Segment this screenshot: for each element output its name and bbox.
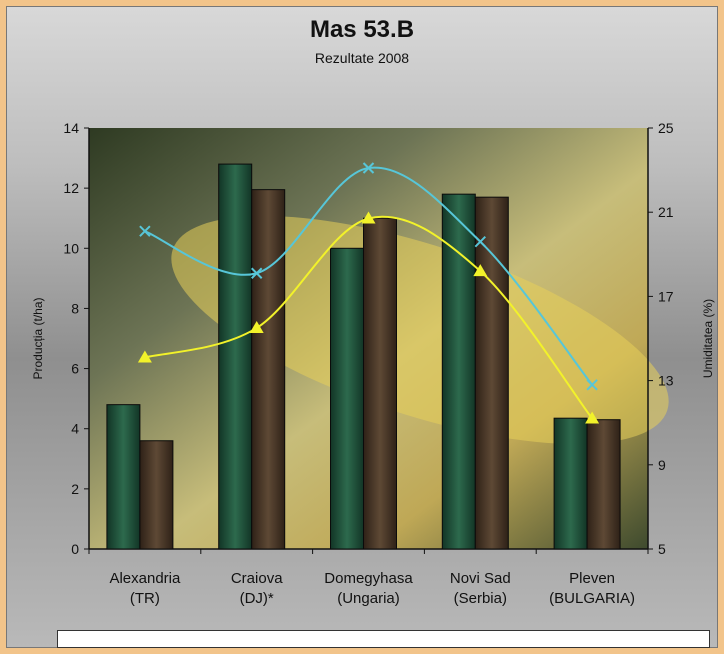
- bar-mas53b: [441, 193, 476, 550]
- bar-medie-martori: [251, 189, 286, 550]
- point-medie-parcel: [139, 225, 151, 237]
- marker-stroke: [586, 379, 598, 391]
- y-tick-label: 12: [63, 180, 79, 196]
- bar-mas53b: [218, 163, 253, 550]
- point-mas53b: [137, 350, 152, 363]
- point-medie-parcel: [362, 162, 375, 174]
- chart-subtitle: Rezultate 2008: [314, 50, 410, 66]
- y-tick-label: 0: [71, 541, 79, 557]
- y2-tick-label: 17: [658, 288, 674, 304]
- chart-title: Mas 53.B: [309, 16, 415, 43]
- point-medie-parcel: [250, 267, 263, 279]
- y-tick-label: 10: [63, 240, 79, 256]
- point-mas53b: [249, 320, 264, 333]
- y-tick-label: 6: [71, 361, 79, 377]
- bar-medie-martori: [139, 440, 174, 550]
- x-tick-label: Domegyhasa: [324, 570, 413, 587]
- x-tick-label: (Serbia): [454, 590, 507, 607]
- corn-cob-shape: [171, 216, 669, 444]
- y-axis-title: Producția (t/ha): [31, 297, 45, 379]
- x-tick-label: Craiova: [231, 570, 283, 587]
- y2-axis-title: Umiditatea (%): [701, 299, 715, 378]
- y2-tick-label: 21: [658, 204, 674, 220]
- marker-stroke: [250, 267, 263, 279]
- y2-tick-label: 13: [658, 373, 674, 389]
- bar-medie-martori: [586, 419, 621, 550]
- x-tick-label: (DJ)*: [240, 590, 274, 607]
- x-tick-label: Pleven: [569, 570, 615, 587]
- bar-mas53b: [330, 247, 364, 550]
- bar-mas53b: [106, 404, 141, 550]
- y2-tick-label: 5: [658, 541, 666, 557]
- point-mas53b: [585, 411, 600, 424]
- y-tick-label: 4: [71, 421, 79, 437]
- y-tick-label: 8: [71, 300, 79, 316]
- bar-medie-martori: [474, 196, 509, 550]
- point-mas53b: [473, 264, 488, 277]
- legend: [57, 630, 710, 648]
- marker-stroke: [139, 225, 151, 237]
- point-mas53b: [361, 211, 376, 224]
- marker-stroke: [474, 235, 487, 248]
- point-medie-parcel: [586, 379, 598, 391]
- y-tick-label: 2: [71, 481, 79, 497]
- y2-tick-label: 9: [658, 457, 666, 473]
- y2-tick-label: 25: [658, 120, 674, 136]
- x-tick-label: Novi Sad: [450, 570, 511, 587]
- bar-medie-martori: [363, 217, 397, 550]
- marker-stroke: [362, 162, 375, 174]
- x-tick-label: Alexandria: [109, 570, 181, 587]
- x-tick-label: (Ungaria): [337, 590, 400, 607]
- point-medie-parcel: [474, 235, 487, 248]
- y-tick-label: 14: [63, 120, 79, 136]
- x-tick-label: (TR): [130, 590, 160, 607]
- bar-mas53b: [553, 417, 588, 550]
- x-tick-label: (BULGARIA): [549, 590, 635, 607]
